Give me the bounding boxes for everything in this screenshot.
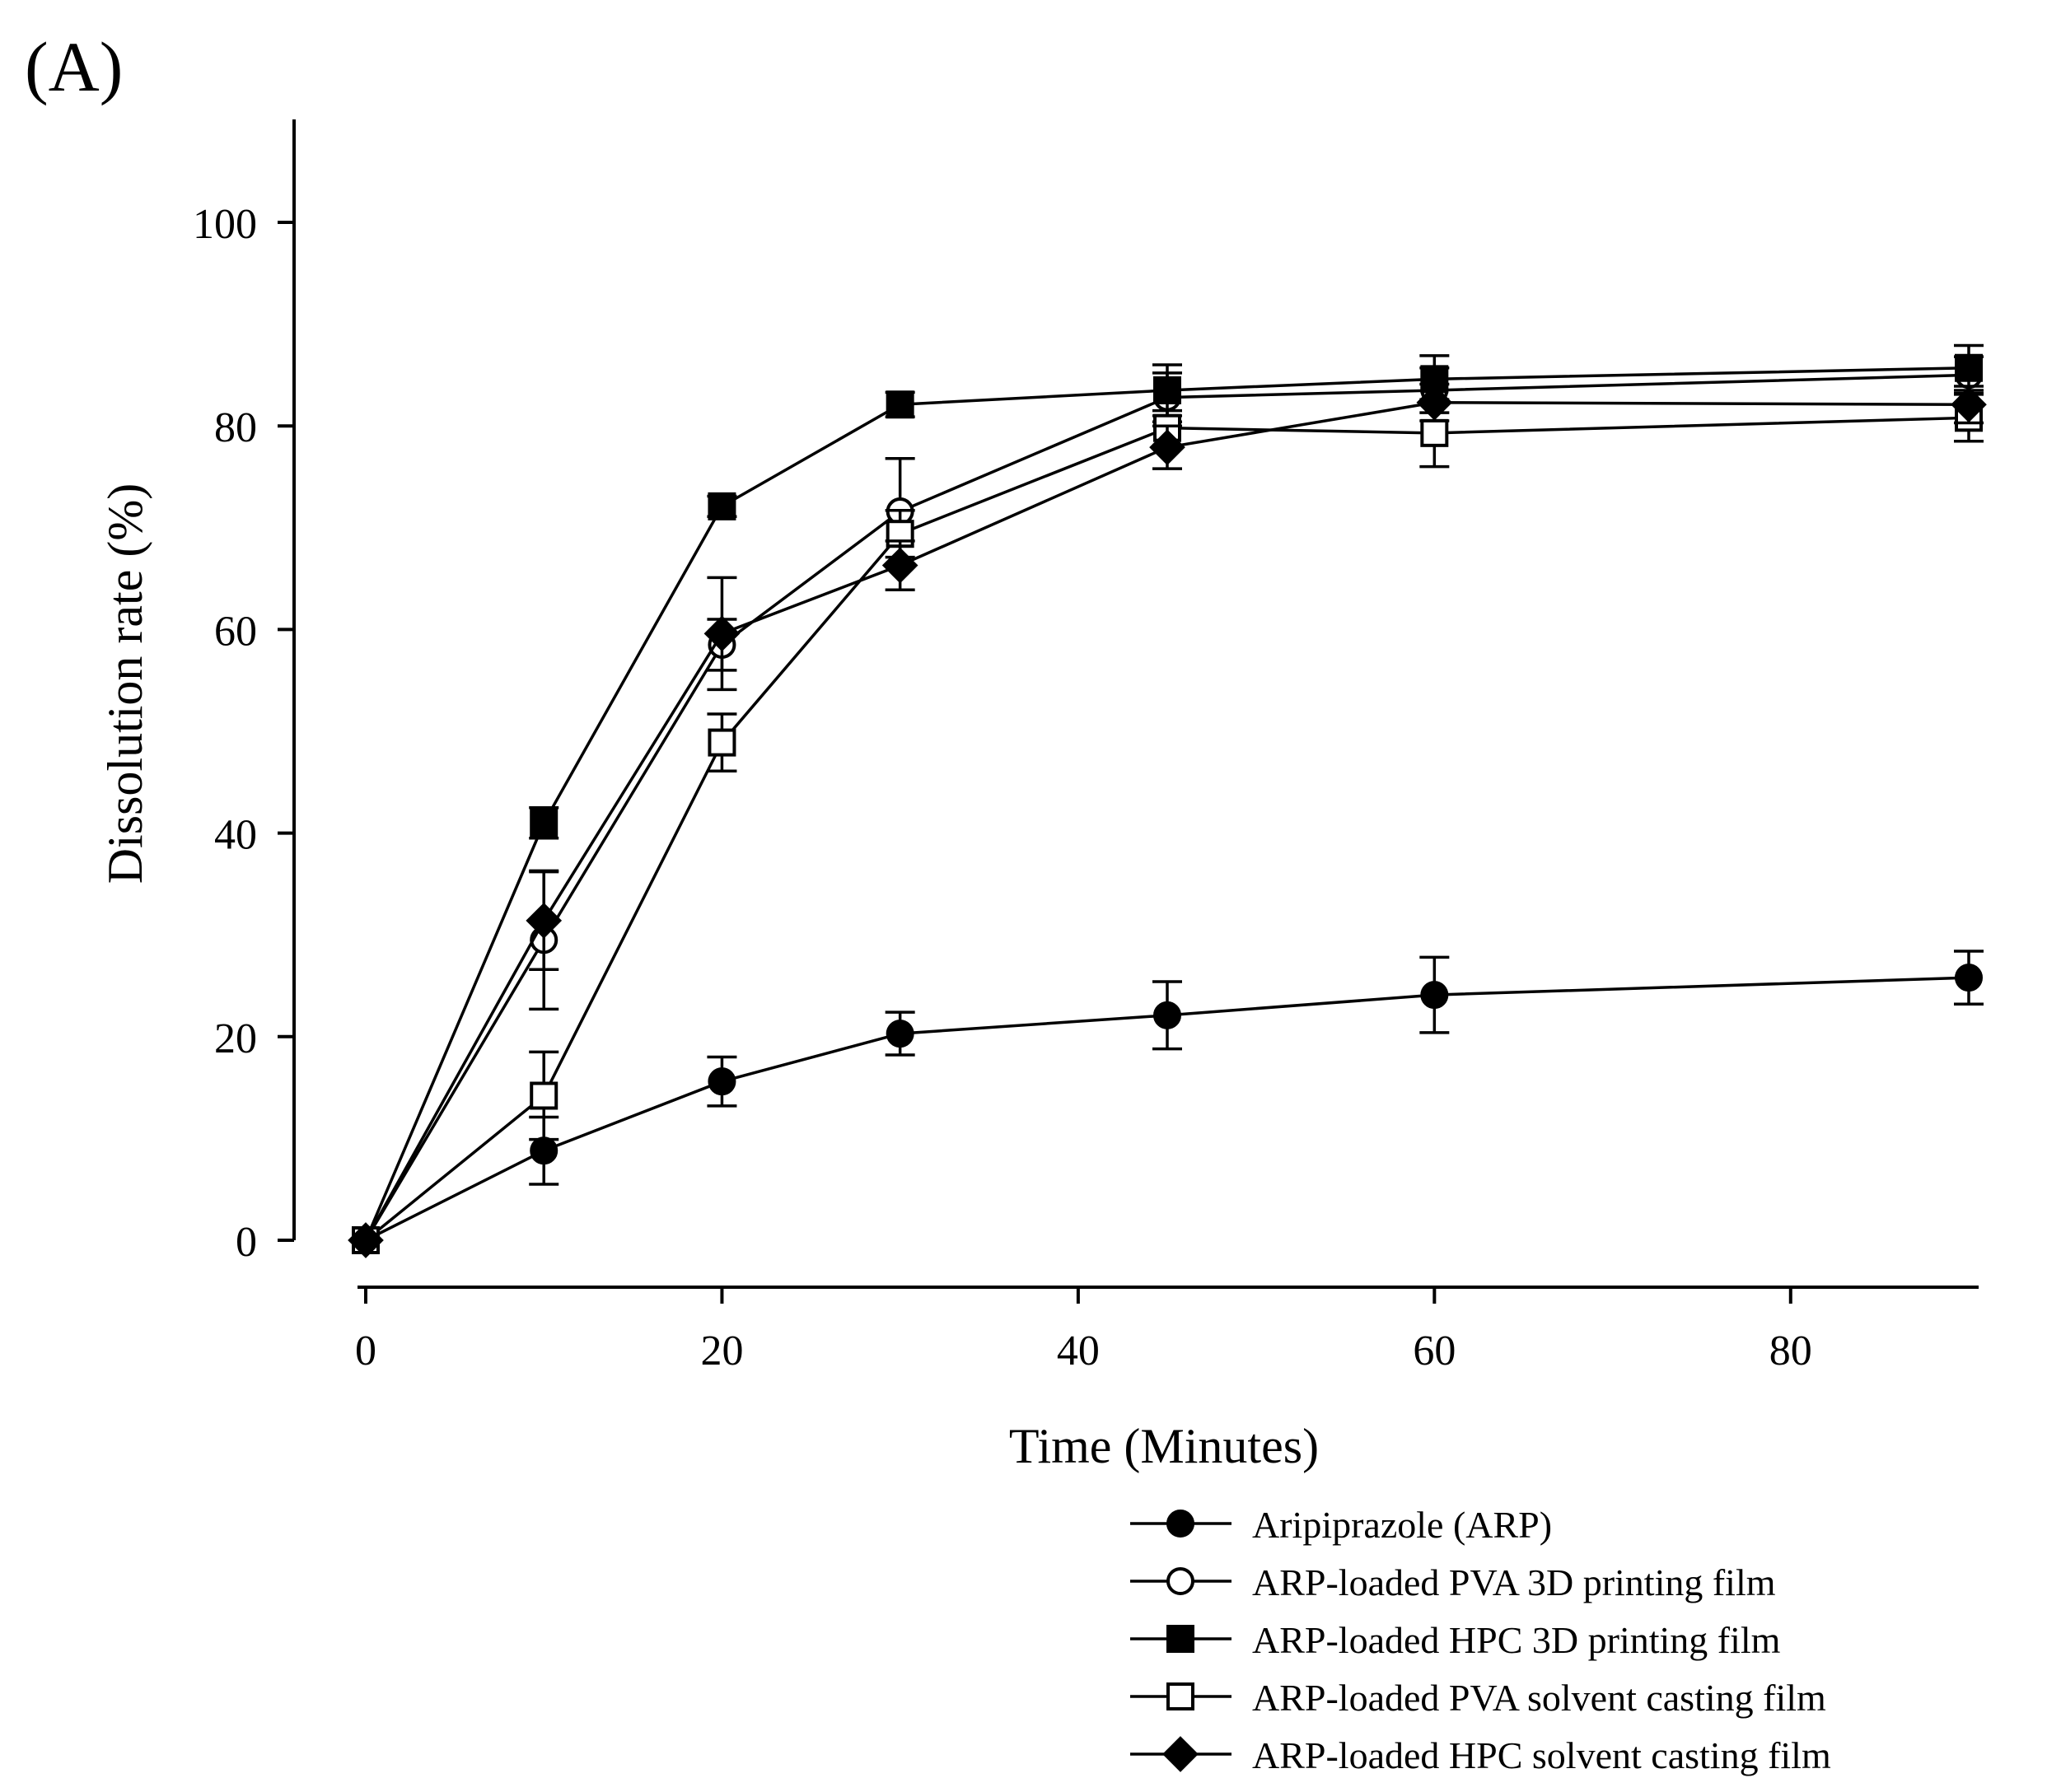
legend-item: ARP-loaded PVA 3D printing film [1130,1561,1776,1603]
data-point [1955,964,1983,992]
legend: Aripiprazole (ARP) ARP-loaded PVA 3D prin… [1130,1504,1831,1776]
data-point [708,728,736,757]
legend-marker [1166,1625,1194,1653]
x-axis-ticks: 0 20 40 60 80 [355,1287,1812,1374]
data-point [1153,1001,1181,1029]
y-tick-label: 100 [193,201,257,248]
data-point [1153,376,1181,404]
data-point [348,1222,384,1258]
y-tick-label: 0 [236,1219,257,1266]
data-point [1420,418,1449,447]
legend-item: Aripiprazole (ARP) [1130,1504,1552,1546]
data-point [708,1067,736,1096]
y-tick-label: 80 [214,404,257,451]
series-line [364,373,1970,1241]
legend-label: ARP-loaded HPC 3D printing film [1252,1619,1781,1661]
data-point [703,615,741,652]
legend-marker [1166,1682,1194,1710]
y-tick-label: 20 [214,1015,257,1062]
data-point [530,1081,558,1110]
series-4 [352,393,1984,1254]
legend-label: ARP-loaded PVA 3D printing film [1252,1561,1776,1603]
y-axis-label: Dissolution rate (%) [98,483,152,884]
legend-label: ARP-loaded PVA solvent casting film [1252,1677,1826,1719]
x-tick-label: 0 [355,1328,376,1374]
panel-label: (A) [25,27,123,106]
data-point [530,809,558,838]
legend-item: ARP-loaded HPC 3D printing film [1130,1619,1781,1661]
series-line [364,416,1970,1242]
legend-marker [1166,1510,1194,1538]
series-line [364,366,1970,1241]
legend-item: ARP-loaded HPC solvent casting film [1130,1734,1831,1776]
data-point [1420,981,1449,1010]
plot-area [348,343,1987,1258]
legend-marker [1162,1736,1199,1772]
x-tick-label: 40 [1057,1328,1100,1374]
data-point [526,903,563,939]
y-axis-ticks: 0 20 40 60 80 100 [193,201,294,1266]
legend-item: ARP-loaded PVA solvent casting film [1130,1677,1826,1719]
x-tick-label: 80 [1769,1328,1812,1374]
data-point [1955,353,1983,382]
series-5 [348,382,1987,1258]
series-2 [352,355,1984,1254]
y-tick-label: 40 [214,812,257,859]
series-3 [352,343,1984,1254]
x-tick-label: 20 [700,1328,743,1374]
data-point [886,390,914,419]
data-point [881,547,918,584]
x-axis-label: Time (Minutes) [1009,1419,1319,1473]
data-point [708,492,736,520]
data-point [1416,384,1453,421]
series-1 [352,950,1984,1254]
data-point [530,1136,558,1165]
legend-marker [1166,1567,1194,1595]
x-tick-label: 60 [1413,1328,1456,1374]
data-point [886,1020,914,1048]
data-point [1149,429,1185,465]
series-line [364,401,1970,1241]
legend-label: ARP-loaded HPC solvent casting film [1252,1734,1831,1776]
legend-label: Aripiprazole (ARP) [1252,1504,1552,1546]
data-point [1951,386,1987,423]
y-tick-label: 60 [214,608,257,655]
